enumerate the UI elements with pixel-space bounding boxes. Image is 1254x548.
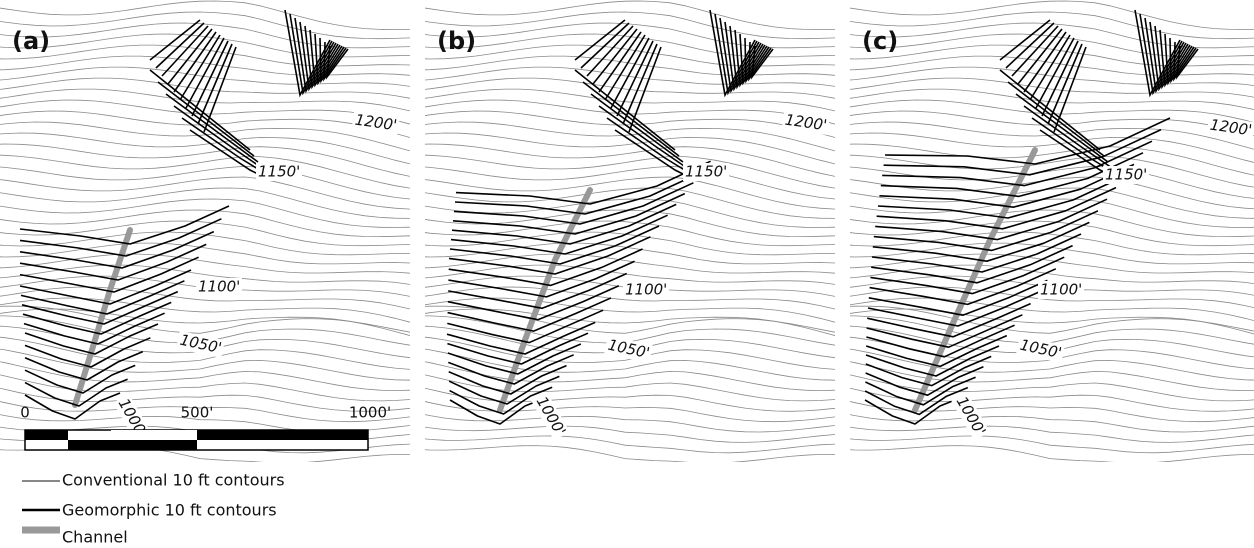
conventional-contour bbox=[415, 386, 835, 411]
geomorphic-contour bbox=[1008, 82, 1104, 156]
conventional-contour bbox=[0, 155, 410, 188]
conventional-contour bbox=[0, 210, 410, 237]
conventional-contour bbox=[0, 188, 410, 218]
contour-label: 1150' bbox=[1105, 166, 1147, 184]
contour-label: 1200' bbox=[354, 111, 398, 135]
scale-segment bbox=[68, 440, 111, 450]
scale-segment bbox=[111, 440, 197, 450]
scale-label: 0 bbox=[20, 404, 30, 422]
conventional-contour bbox=[840, 188, 1254, 218]
geomorphic-contour bbox=[599, 106, 687, 168]
conventional-contour bbox=[0, 1, 410, 30]
contour-label: 1150' bbox=[685, 163, 727, 181]
contour-label: 1200' bbox=[1209, 116, 1253, 140]
conventional-contour bbox=[840, 177, 1254, 209]
conventional-contour bbox=[0, 67, 410, 86]
conventional-contour bbox=[840, 232, 1254, 255]
conventional-contour bbox=[840, 413, 1254, 432]
conventional-contour bbox=[0, 12, 410, 39]
contour-label: 1000' bbox=[533, 393, 570, 439]
conventional-contour bbox=[0, 177, 410, 209]
conventional-contour bbox=[415, 133, 835, 164]
legend: Conventional 10 ft contours Geomorphic 1… bbox=[22, 471, 285, 547]
conventional-contour bbox=[415, 360, 835, 391]
contour-label: 1100' bbox=[198, 278, 240, 296]
conventional-contour bbox=[415, 446, 835, 464]
conventional-contour bbox=[840, 306, 1254, 333]
contour-label: 1000' bbox=[953, 393, 990, 439]
conventional-contour bbox=[840, 67, 1254, 86]
conventional-contour bbox=[840, 199, 1254, 228]
conventional-contour bbox=[840, 446, 1254, 464]
conventional-contour bbox=[415, 1, 835, 30]
scale-label: 500' bbox=[181, 404, 214, 422]
map-panel bbox=[415, 1, 835, 463]
contour-label: 1150' bbox=[258, 163, 300, 181]
legend-label: Geomorphic 10 ft contours bbox=[62, 501, 277, 520]
conventional-contour bbox=[415, 155, 835, 188]
conventional-contour bbox=[840, 298, 1254, 322]
figure: (a)1200'1150'1100'1050'1000'(b)1200'1150… bbox=[0, 0, 1254, 548]
map-panel bbox=[840, 1, 1254, 463]
geomorphic-contour bbox=[1032, 118, 1116, 174]
scale-bar: 0 500' 1000' bbox=[20, 404, 391, 451]
scale-segment bbox=[25, 430, 68, 440]
geomorphic-contour bbox=[174, 106, 262, 168]
geomorphic-contour bbox=[607, 118, 691, 174]
geomorphic-contour bbox=[1024, 106, 1112, 168]
conventional-contour bbox=[0, 100, 410, 124]
geomorphic-contour bbox=[182, 118, 266, 174]
conventional-contour bbox=[415, 436, 835, 453]
geomorphic-contour bbox=[885, 118, 1170, 164]
contour-label: 1100' bbox=[625, 281, 667, 299]
panel-label: (b) bbox=[437, 27, 476, 55]
contour-label: 1100' bbox=[1040, 281, 1082, 299]
map-panel bbox=[0, 1, 410, 463]
geomorphic-contour bbox=[583, 82, 679, 156]
legend-label: Conventional 10 ft contours bbox=[62, 471, 285, 490]
conventional-contour bbox=[0, 144, 410, 176]
maps bbox=[0, 1, 1254, 463]
legend-label: Channel bbox=[62, 528, 128, 547]
conventional-contour bbox=[0, 122, 410, 151]
conventional-contour bbox=[0, 166, 410, 199]
panel-label: (a) bbox=[12, 27, 50, 55]
conventional-contour bbox=[840, 436, 1254, 453]
scale-label: 1000' bbox=[349, 404, 391, 422]
scale-segment bbox=[111, 430, 197, 440]
contour-label: 1200' bbox=[784, 111, 828, 135]
panel-label: (c) bbox=[862, 27, 898, 55]
conventional-contour bbox=[840, 1, 1254, 30]
scale-segment bbox=[197, 430, 368, 440]
conventional-contour bbox=[840, 309, 1254, 336]
geomorphic-contour bbox=[158, 82, 254, 156]
conventional-contour bbox=[840, 210, 1254, 237]
